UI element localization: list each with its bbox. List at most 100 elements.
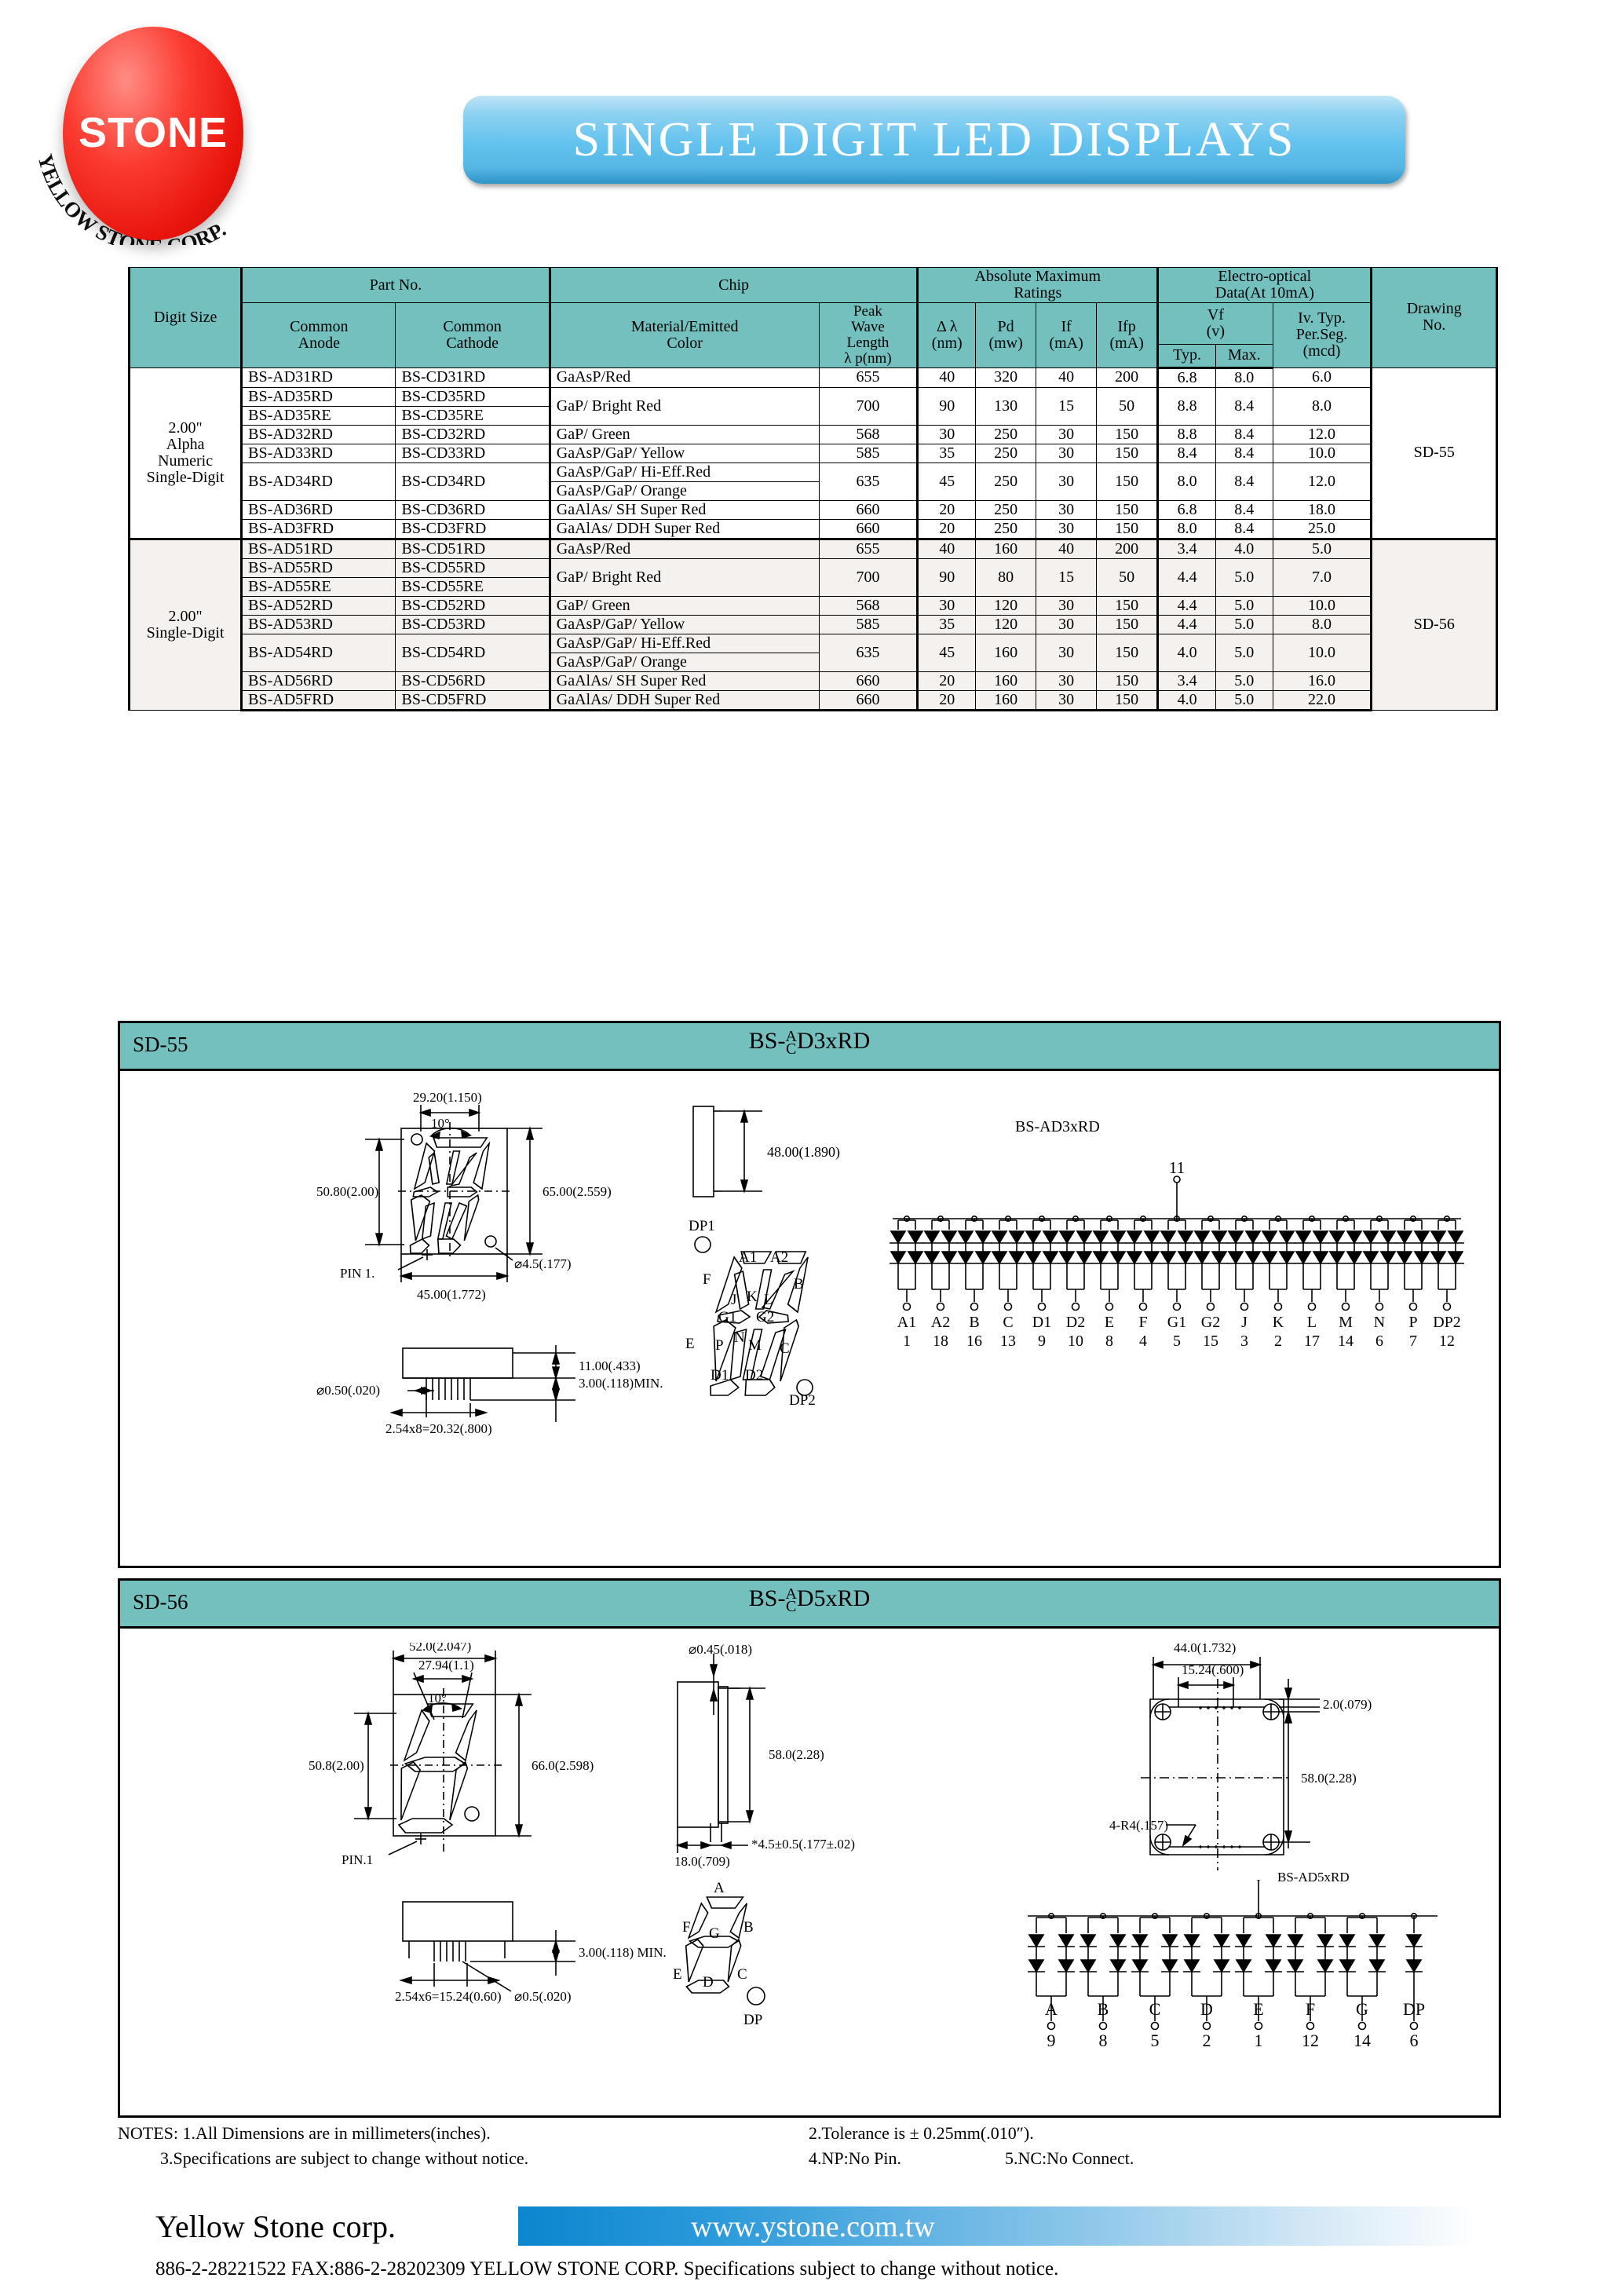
cell-vf-max: 8.4	[1215, 386, 1273, 426]
cell-vf-typ: 3.4	[1156, 671, 1216, 691]
cell-vf-typ: 4.0	[1156, 633, 1216, 672]
sd56-front-view-drawing: 52.0(2.047) 27.94(1.1) 10° 50.8(2.00) 66…	[309, 1643, 594, 1867]
cell-digit-size: 2.00" Single-Digit	[127, 537, 243, 711]
cell-pd: 130	[975, 386, 1037, 426]
sd55-front-view-drawing: 29.20(1.150) 10° 50.80(2.00) 65.00(2.559…	[316, 1091, 612, 1302]
cell-common-cathode: BS-CD35RE	[395, 405, 550, 426]
note-3: 3.Specifications are subject to change w…	[160, 2148, 529, 2168]
cell-common-anode: BS-AD56RD	[240, 671, 396, 691]
sd56-seg-c: C	[737, 1966, 747, 1983]
sd55-side-view-drawing: ⌀0.50(.020) 11.00(.433) 3.00(.118)MIN. 2…	[316, 1345, 663, 1436]
sd56-dim-depth: 18.0(.709)	[674, 1854, 730, 1869]
sd55-seg-m: M	[748, 1337, 762, 1354]
cell-vf-typ: 8.8	[1156, 424, 1216, 444]
circuit-pin-number: 12	[1439, 1333, 1455, 1350]
sd55-dim-bottom-width: 45.00(1.772)	[417, 1287, 486, 1302]
panel-code-sd56: SD-56	[133, 1590, 188, 1614]
table-row: BS-AD33RD BS-CD33RD GaAsP/GaP/ Yellow 585 35…	[130, 443, 1497, 463]
cell-iv-typ: 18.0	[1272, 499, 1372, 520]
sd55-seg-n: N	[734, 1329, 745, 1346]
cell-if: 30	[1036, 518, 1098, 539]
cell-vf-max: 5.0	[1215, 558, 1273, 597]
cell-common-cathode: BS-CD35RD	[395, 386, 550, 407]
cell-vf-typ: 4.4	[1156, 614, 1216, 634]
cell-pd: 250	[975, 462, 1037, 501]
cell-delta-lambda: 20	[916, 499, 977, 520]
cell-pd: 250	[975, 443, 1037, 463]
table-row: 2.00" Single-Digit BS-AD51RD BS-CD51RD GaAsP…	[127, 537, 1498, 711]
footer-url[interactable]: www.ystone.com.tw	[691, 2210, 935, 2243]
cell-vf-max: 8.4	[1215, 518, 1273, 539]
cell-common-anode: BS-AD36RD	[240, 499, 396, 520]
sd56-dim-pcb-radius: 4-R4(.157)	[1109, 1818, 1168, 1833]
notes-label: NOTES: 1.All Dimensions are in millimete…	[118, 2123, 491, 2143]
sd55-seg-g2: G2	[756, 1309, 774, 1325]
cell-delta-lambda: 45	[916, 462, 977, 501]
cell-chip-material: GaAlAs/ SH Super Red	[548, 499, 820, 520]
cell-vf-max: 8.4	[1215, 462, 1273, 501]
cell-vf-typ: 8.8	[1156, 386, 1216, 426]
panel-code-sd55: SD-55	[133, 1033, 188, 1056]
sd55-circuit-diagram: 11 A1 1 A2 18 B 16 C 13 D1 9 D2 10 E 8 F 4 G1 5 G2 15 J 3 K 2 L 17…	[890, 1157, 1486, 1393]
cell-common-anode: BS-AD55RD	[240, 558, 396, 578]
cell-pd: 160	[975, 671, 1037, 691]
circuit-pin-number: 5	[1151, 2031, 1160, 2050]
th-common-anode: Common Anode	[240, 302, 396, 368]
cell-chip-material: GaAsP/GaP/ Yellow	[548, 443, 820, 463]
part-prefix: BS-	[748, 1028, 786, 1054]
sd56-bottom-view-drawing: 3.00(.118) MIN. 2.54x6=15.24(0.60) ⌀0.5(…	[395, 1901, 667, 2004]
cell-iv-typ: 8.0	[1272, 614, 1372, 634]
cell-ifp: 150	[1096, 518, 1159, 539]
circuit-pin-number: 9	[1038, 1333, 1046, 1350]
cell-chip-material: GaAsP/GaP/ Yellow	[548, 614, 820, 634]
table-row: BS-AD55RD BS-CD55RD GaP/ Bright Red 700 90 80…	[130, 558, 1497, 597]
cell-peak-wave: 655	[818, 537, 919, 559]
note-2: 2.Tolerance is ± 0.25mm(.010″).	[809, 2123, 1034, 2143]
part-prefix-56: BS-	[748, 1585, 786, 1611]
cell-common-cathode: BS-CD52RD	[395, 595, 550, 616]
th-drawing-no: Drawing No.	[1370, 267, 1498, 368]
notes-block: NOTES: 1.All Dimensions are in millimete…	[118, 2120, 1500, 2170]
table-row: BS-AD56RD BS-CD56RD GaAlAs/ SH Super Red 66…	[130, 671, 1497, 691]
sd56-seg-dp: DP	[743, 2012, 762, 2028]
cell-ifp: 150	[1096, 499, 1159, 520]
cell-ifp: 200	[1096, 537, 1159, 559]
sd56-dim-digit-width: 27.94(1.1)	[418, 1658, 474, 1673]
panel-part-sd55: BS- A C D3xRD	[120, 1028, 1499, 1057]
sd56-label-pin1: PIN.1	[342, 1852, 373, 1867]
cell-vf-max: 8.4	[1215, 424, 1273, 444]
cell-if: 30	[1036, 614, 1098, 634]
circuit-pin-name: M	[1339, 1314, 1353, 1331]
circuit-pin-number: 13	[1000, 1333, 1016, 1350]
sd55-dim-left-height: 50.80(2.00)	[316, 1184, 378, 1199]
sd55-seg-c: C	[780, 1340, 790, 1357]
sd56-side-and-segment-drawing: ⌀0.45(.018) 58.0(2.28) 18.0(.709) *4.5±0…	[673, 1643, 855, 2028]
circuit-pin-name: F	[1138, 1314, 1147, 1331]
cell-vf-typ: 6.8	[1156, 367, 1216, 388]
circuit-pin-number: 12	[1302, 2031, 1319, 2050]
cell-common-anode: BS-AD5FRD	[240, 689, 396, 711]
cell-peak-wave: 660	[818, 689, 919, 711]
page-title-banner: SINGLE DIGIT LED DISPLAYS	[463, 96, 1405, 184]
part-anode-letter-56: A	[785, 1585, 797, 1603]
cell-drawing-no: SD-56	[1370, 537, 1498, 711]
cell-ifp: 150	[1096, 689, 1159, 711]
part-cathode-letter-56: C	[785, 1598, 797, 1616]
table-header-row-2: Common Anode Common Cathode Material/Emitted…	[130, 302, 1497, 368]
cell-iv-typ: 10.0	[1272, 595, 1372, 616]
cell-peak-wave: 660	[818, 518, 919, 539]
circuit-pin-number: 1	[1255, 2031, 1263, 2050]
sd55-dim-lead-dia: ⌀0.50(.020)	[316, 1383, 380, 1398]
sd56-seg-e: E	[673, 1966, 682, 1983]
sd55-label-pin1: PIN 1.	[340, 1266, 374, 1281]
cell-chip-material: GaAsP/GaP/ Orange	[548, 652, 820, 672]
cell-vf-typ: 4.4	[1156, 558, 1216, 597]
cell-common-anode: BS-AD51RD	[240, 537, 396, 559]
th-common-cathode: Common Cathode	[395, 302, 550, 368]
sd55-dim-pitch: 2.54x8=20.32(.800)	[385, 1421, 492, 1436]
circuit-pin-number: 16	[966, 1333, 982, 1350]
cell-common-anode: BS-AD31RD	[240, 367, 396, 388]
circuit-pin-name: C	[1003, 1314, 1013, 1331]
sd56-dim-pcb-width: 44.0(1.732)	[1174, 1643, 1236, 1655]
sd55-seg-g1: G1	[718, 1309, 736, 1325]
